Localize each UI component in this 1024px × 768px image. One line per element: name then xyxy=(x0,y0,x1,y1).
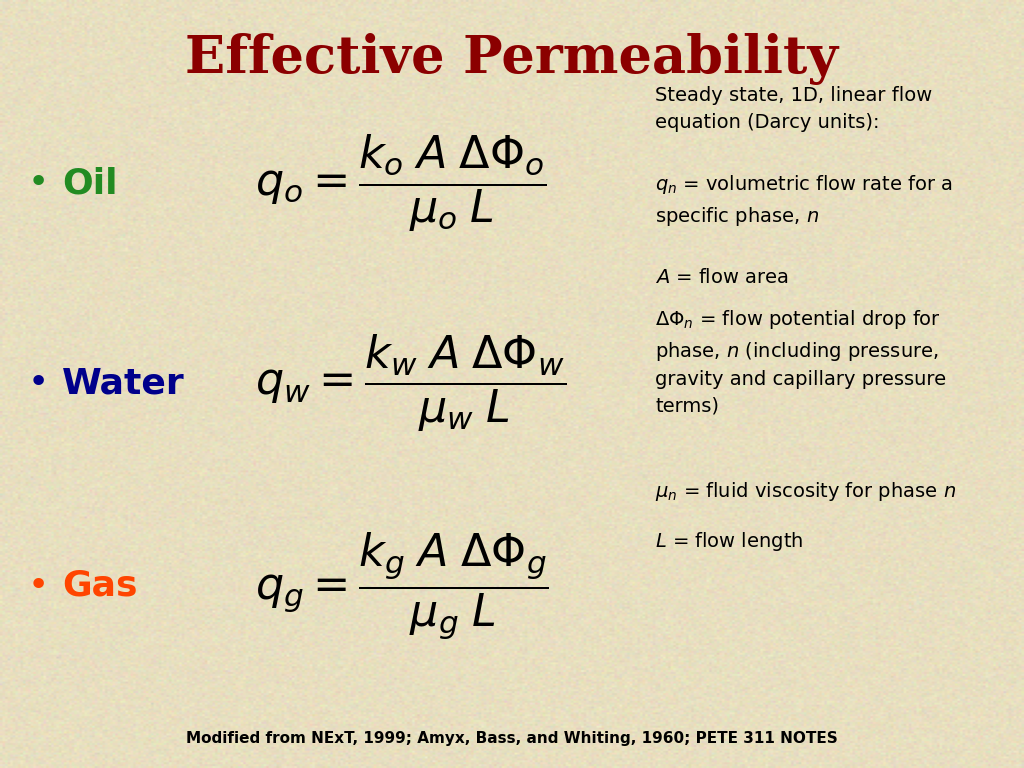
Text: •: • xyxy=(28,366,48,400)
Text: Gas: Gas xyxy=(62,569,137,603)
Text: $q_n$ = volumetric flow rate for a
specific phase, $n$: $q_n$ = volumetric flow rate for a speci… xyxy=(655,173,953,227)
Text: $q_w = \dfrac{k_w \; A \; \Delta\Phi_w}{\mu_w \; L}$: $q_w = \dfrac{k_w \; A \; \Delta\Phi_w}{… xyxy=(255,333,566,434)
Text: $L$ = flow length: $L$ = flow length xyxy=(655,530,804,553)
Text: Oil: Oil xyxy=(62,166,118,200)
Text: Water: Water xyxy=(62,366,184,400)
Text: •: • xyxy=(28,166,48,200)
Text: Modified from NExT, 1999; Amyx, Bass, and Whiting, 1960; PETE 311 NOTES: Modified from NExT, 1999; Amyx, Bass, an… xyxy=(186,731,838,746)
Text: •: • xyxy=(28,569,48,603)
Text: Steady state, 1D, linear flow
equation (Darcy units):: Steady state, 1D, linear flow equation (… xyxy=(655,86,932,131)
Text: $\Delta\Phi_n$ = flow potential drop for
phase, $n$ (including pressure,
gravity: $\Delta\Phi_n$ = flow potential drop for… xyxy=(655,308,946,415)
Text: $A$ = flow area: $A$ = flow area xyxy=(655,268,788,287)
Text: $q_o = \dfrac{k_o \; A \; \Delta\Phi_o}{\mu_o \; L}$: $q_o = \dfrac{k_o \; A \; \Delta\Phi_o}{… xyxy=(255,132,547,234)
Text: $q_g = \dfrac{k_g \; A \; \Delta\Phi_g}{\mu_g \; L}$: $q_g = \dfrac{k_g \; A \; \Delta\Phi_g}{… xyxy=(255,531,549,641)
Text: $\mu_n$ = fluid viscosity for phase $n$: $\mu_n$ = fluid viscosity for phase $n$ xyxy=(655,480,956,503)
Text: Effective Permeability: Effective Permeability xyxy=(185,33,839,85)
